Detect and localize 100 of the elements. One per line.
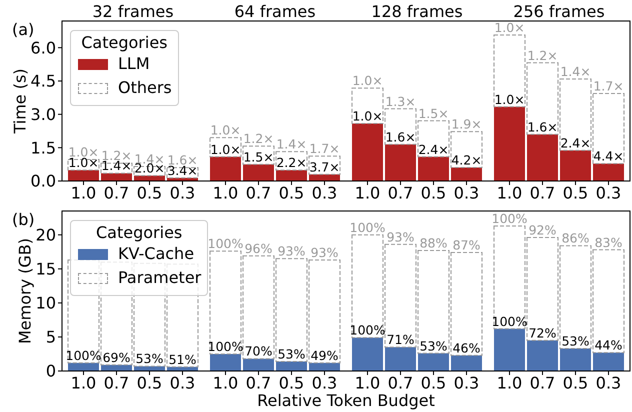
annotation: 53%	[278, 346, 306, 362]
x-tick-label: 0.3	[170, 183, 196, 202]
bar	[352, 338, 383, 371]
chart-title: 256 frames	[512, 2, 606, 21]
x-tick-label: 0.5	[136, 183, 162, 202]
annotation: 100%	[350, 220, 386, 235]
x-tick-label: 0.5	[278, 183, 304, 202]
text: (b)	[12, 210, 35, 229]
bar	[527, 340, 558, 371]
annotation: 88%	[420, 235, 448, 250]
bar	[276, 361, 307, 371]
annotation: 100%	[208, 236, 244, 252]
annotation: 1.0×	[352, 73, 383, 88]
annotation: 1.0×	[494, 92, 525, 107]
x-tick-label: 0.3	[454, 373, 480, 392]
legend-label: Parameter	[118, 268, 202, 287]
bar	[418, 156, 449, 181]
x-tick-label: 1.0	[496, 183, 522, 202]
bar	[385, 144, 416, 181]
x-tick-label: 0.7	[104, 373, 130, 392]
annotation: 1.3×	[385, 94, 416, 109]
annotation: 53%	[420, 338, 448, 354]
bar	[276, 170, 307, 181]
annotation: 1.0×	[68, 155, 99, 170]
legend-label: KV-Cache	[118, 244, 194, 263]
annotation: 49%	[310, 348, 339, 363]
bar	[494, 106, 525, 181]
annotation: 93%	[278, 244, 306, 259]
x-tick-label: 0.3	[312, 373, 338, 392]
annotation: 100%	[66, 348, 102, 363]
bar	[560, 150, 591, 181]
x-tick-label: 0.5	[420, 183, 446, 202]
y-tick-label: 0	[46, 362, 56, 381]
annotation: 1.4×	[276, 136, 307, 152]
annotation: 1.2×	[243, 131, 274, 146]
legend-label: Others	[118, 78, 172, 97]
text: (a)	[12, 20, 34, 39]
bar	[593, 164, 624, 181]
annotation: 83%	[594, 234, 623, 250]
x-tick-label: 1.0	[354, 373, 380, 392]
bar	[385, 347, 416, 371]
x-tick-label: 1.0	[354, 183, 380, 202]
bar	[451, 167, 482, 181]
bar	[68, 170, 99, 181]
y-tick-label: 0.0	[30, 172, 56, 191]
legend-label: LLM	[118, 54, 150, 73]
bar	[527, 134, 558, 181]
annotation: 92%	[528, 222, 557, 238]
chart-title: 128 frames	[370, 2, 464, 21]
x-tick-label: 0.7	[246, 373, 272, 392]
annotation: 1.0×	[494, 20, 525, 35]
annotation: 100%	[492, 210, 528, 226]
annotation: 4.4×	[593, 148, 624, 164]
x-tick-label: 0.3	[596, 373, 622, 392]
annotation: 70%	[244, 344, 273, 359]
annotation: 46%	[452, 340, 481, 356]
x-tick-label: 0.7	[246, 183, 272, 202]
annotation: 100%	[350, 322, 386, 338]
x-tick-label: 0.3	[596, 183, 622, 202]
y-tick-label: 5	[46, 328, 56, 347]
x-tick-label: 0.5	[562, 373, 588, 392]
legend-title: Categories	[80, 33, 168, 52]
x-tick-label: 0.5	[420, 373, 446, 392]
x-tick-label: 1.0	[70, 373, 96, 392]
x-tick-label: 0.5	[562, 183, 588, 202]
annotation: 100%	[208, 338, 244, 354]
annotation: 53%	[136, 351, 164, 366]
annotation: 2.2×	[276, 155, 307, 170]
bar	[101, 173, 132, 181]
annotation: 1.5×	[418, 106, 449, 121]
annotation: 1.7×	[593, 78, 624, 94]
annotation: 3.7×	[309, 159, 340, 174]
x-axis-title: Relative Token Budget	[256, 391, 436, 410]
y-tick-label: 15	[36, 260, 56, 279]
annotation: 44%	[594, 338, 623, 353]
y-tick-label: 1.5	[30, 138, 56, 158]
annotation: 72%	[528, 325, 557, 340]
annotation: 1.7×	[309, 141, 340, 156]
annotation: 100%	[492, 314, 528, 329]
y-tick-label: 4.5	[30, 72, 56, 91]
y-axis-title: Time (s)	[10, 68, 30, 135]
annotation: 53%	[562, 334, 590, 349]
x-tick-label: 0.3	[454, 183, 480, 202]
x-tick-label: 0.5	[278, 373, 304, 392]
annotation: 93%	[310, 245, 339, 260]
annotation: 2.4×	[418, 142, 449, 157]
annotation: 69%	[102, 350, 131, 365]
annotation: 1.0×	[210, 122, 241, 138]
x-tick-label: 0.7	[104, 183, 130, 202]
annotation: 2.4×	[560, 135, 591, 150]
y-axis-title: Memory (GB)	[16, 238, 35, 344]
annotation: 1.9×	[451, 116, 482, 132]
annotation: 1.4×	[560, 64, 591, 79]
annotation: 1.6×	[385, 129, 416, 144]
chart-title: 64 frames	[233, 2, 317, 21]
x-tick-label: 1.0	[212, 183, 238, 202]
annotation: 1.6×	[527, 119, 558, 134]
x-tick-label: 0.7	[388, 373, 414, 392]
x-tick-label: 0.7	[388, 183, 414, 202]
x-tick-label: 1.0	[496, 373, 522, 392]
